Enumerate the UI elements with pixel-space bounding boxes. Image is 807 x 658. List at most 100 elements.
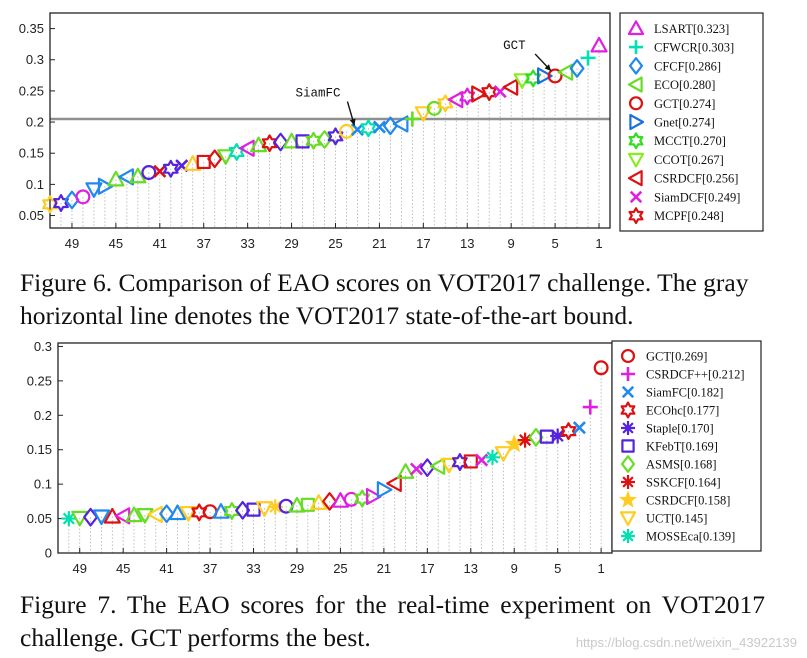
data-point-rank-13 <box>463 454 478 469</box>
data-point-rank-30 <box>273 132 289 152</box>
legend-marker <box>627 152 645 168</box>
data-point-rank-32 <box>250 136 268 153</box>
x-tick-label: 49 <box>72 561 86 576</box>
legend-entry: KFebT[0.169] <box>646 440 718 454</box>
data-point-rank-41 <box>153 164 167 178</box>
data-point-rank-3 <box>569 59 585 78</box>
y-tick-label: 0.2 <box>34 408 52 423</box>
legend-entry: UCT[0.145] <box>646 512 707 526</box>
data-point-rank-38 <box>184 155 202 171</box>
x-tick-label: 37 <box>196 236 210 251</box>
data-point-rank-48 <box>83 507 99 527</box>
data-point-rank-39 <box>179 505 197 522</box>
x-tick-label: 21 <box>372 236 386 251</box>
data-point-rank-45 <box>107 170 125 187</box>
data-point-rank-7 <box>525 69 542 88</box>
legend-marker <box>629 190 643 204</box>
x-tick-label: 33 <box>240 236 254 251</box>
data-point-rank-4 <box>557 63 574 81</box>
data-point-rank-13 <box>459 87 476 106</box>
data-point-rank-5 <box>550 428 566 444</box>
x-tick-label: 13 <box>464 561 478 576</box>
legend-marker <box>628 96 644 111</box>
data-point-rank-2 <box>580 50 596 66</box>
x-tick-label: 5 <box>551 236 558 251</box>
y-tick-label: 0.1 <box>34 477 52 492</box>
x-tick-label: 17 <box>420 561 434 576</box>
data-point-rank-23 <box>354 489 371 508</box>
data-point-rank-47 <box>92 509 111 526</box>
legend-entry: CSRDCF[0.256] <box>654 172 738 186</box>
data-point-rank-18 <box>404 111 420 127</box>
data-point-rank-46 <box>97 177 114 195</box>
legend-entry: MCCT[0.270] <box>654 134 726 148</box>
data-point-rank-26 <box>322 492 338 511</box>
y-tick-label: 0.2 <box>26 115 44 130</box>
legend-marker <box>629 113 645 131</box>
data-point-rank-21 <box>376 481 393 499</box>
data-point-rank-11 <box>485 449 501 465</box>
x-tick-label: 21 <box>377 561 391 576</box>
data-point-rank-43 <box>129 167 147 184</box>
data-point-rank-41 <box>159 504 175 524</box>
data-point-rank-40 <box>168 504 187 521</box>
y-tick-label: 0.05 <box>19 208 44 223</box>
x-tick-label: 37 <box>203 561 217 576</box>
data-point-rank-10 <box>494 446 512 462</box>
data-point-rank-17 <box>414 106 432 122</box>
data-point-rank-40 <box>162 159 179 178</box>
legend-entry: CCOT[0.267] <box>654 153 724 167</box>
x-tick-label: 25 <box>333 561 347 576</box>
annotation-gct: GCT <box>503 39 526 53</box>
x-tick-label: 9 <box>508 236 515 251</box>
data-point-rank-24 <box>338 123 354 139</box>
legend-marker <box>628 207 644 225</box>
legend-marker <box>627 76 643 93</box>
data-point-rank-29 <box>288 496 306 513</box>
x-tick-label: 9 <box>511 561 518 576</box>
data-point-rank-48 <box>75 189 91 205</box>
legend-marker <box>627 20 645 36</box>
data-point-rank-1 <box>590 36 608 53</box>
data-point-rank-44 <box>125 506 143 523</box>
plot-frame <box>49 12 611 229</box>
chart-figure-6: 0.05 0.1 0.15 0.2 0.25 0.3 0.35 49 45 41 37 33 29 25 2… <box>19 12 764 251</box>
annotation-arrow-head <box>544 64 552 71</box>
legend-entry: CSRDCF++[0.212] <box>646 368 745 382</box>
data-point-rank-38 <box>191 503 208 522</box>
x-tick-label: 41 <box>153 236 167 251</box>
legend-marker <box>629 40 643 55</box>
x-tick-label: 29 <box>290 561 304 576</box>
y-tick-label: 0.15 <box>27 442 52 457</box>
data-point-rank-8 <box>517 432 533 448</box>
legend-marker <box>621 421 635 435</box>
x-tick-label: 1 <box>598 561 605 576</box>
annotation-arrow-head <box>349 118 356 126</box>
x-tick-label: 49 <box>65 236 79 251</box>
legend-entry: LSART[0.323] <box>654 22 729 36</box>
data-point-rank-50 <box>61 511 77 527</box>
legend-marker <box>627 170 643 187</box>
y-tick-label: 0.25 <box>27 373 52 388</box>
data-point-rank-18 <box>409 462 424 476</box>
legend-entry: ECO[0.280] <box>654 78 715 92</box>
data-point-rank-47 <box>85 182 103 198</box>
y-tick-label: 0.15 <box>19 146 44 161</box>
data-point-rank-16 <box>429 457 446 475</box>
data-point-rank-51 <box>42 195 58 214</box>
x-tick-label: 41 <box>159 561 173 576</box>
data-point-rank-2 <box>582 399 598 415</box>
data-point-rank-6 <box>537 67 553 85</box>
legend-marker <box>618 490 638 508</box>
data-point-rank-20 <box>386 474 402 493</box>
chart-figure-7: 0 0.05 0.1 0.15 0.2 0.25 0.3 49 45 41 37 33 29 25 21 17… <box>27 339 762 576</box>
data-point-rank-34 <box>228 143 245 161</box>
data-point-rank-14 <box>452 453 468 472</box>
y-tick-label: 0.05 <box>27 511 52 526</box>
legend-marker <box>620 348 636 364</box>
data-point-rank-26 <box>317 130 332 149</box>
legend-marker <box>620 401 636 419</box>
legend-marker <box>628 57 644 75</box>
x-tick-label: 5 <box>554 561 561 576</box>
